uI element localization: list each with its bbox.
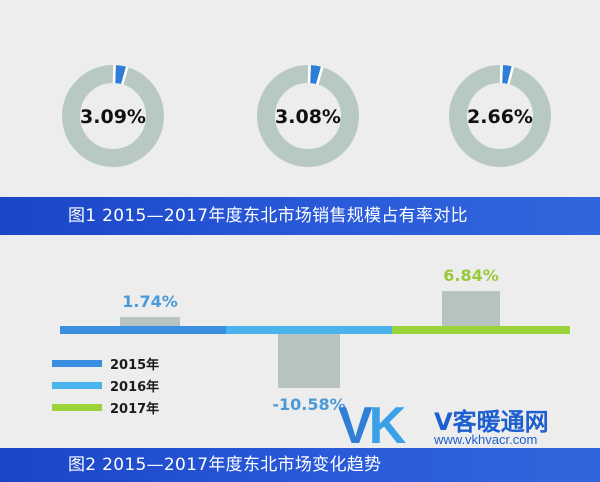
watermark-url: www.vkhvacr.com bbox=[434, 432, 538, 447]
trend-bar-panel: 1.74% -10.58% 6.84% bbox=[0, 238, 600, 450]
legend-label-2015: 2015年 bbox=[110, 357, 160, 373]
legend-item-2015: 2015年 bbox=[52, 352, 159, 374]
legend-item-2017: 2017年 bbox=[52, 396, 159, 418]
watermark-vk-logo: VK bbox=[338, 397, 406, 455]
legend-swatch-2016 bbox=[52, 381, 102, 389]
bar-2017年 bbox=[442, 291, 500, 326]
legend-label-2017: 2017年 bbox=[110, 401, 160, 417]
donut-gap bbox=[112, 64, 116, 84]
donut-gap bbox=[499, 64, 503, 84]
donut-value-label: 3.08% bbox=[275, 106, 341, 128]
legend-swatch-2017 bbox=[52, 403, 102, 411]
legend: 2015年 2016年 2017年 bbox=[52, 352, 159, 418]
donut-value-label: 3.09% bbox=[80, 106, 146, 128]
figure2-caption: 图2 2015—2017年度东北市场变化趋势 bbox=[0, 448, 600, 482]
share-donut-panel: 3.09% 3.08% 2.66% bbox=[0, 0, 600, 196]
watermark-site-name: V客暖通网 bbox=[434, 408, 549, 436]
legend-item-2016: 2016年 bbox=[52, 374, 159, 396]
donut-value-label: 2.66% bbox=[467, 106, 533, 128]
watermark-logo: VK V客暖通网 www.vkhvacr.com bbox=[338, 397, 600, 455]
legend-label-2016: 2016年 bbox=[110, 379, 160, 395]
bar-value-label-2017年: 6.84% bbox=[443, 266, 499, 285]
baseline-segment-2017年 bbox=[392, 326, 570, 334]
donut-track bbox=[449, 65, 551, 167]
trend-bar-chart: 1.74% -10.58% 6.84% bbox=[60, 266, 570, 414]
donut-1: 3.09% bbox=[62, 64, 164, 167]
figure1-caption: 图1 2015—2017年度东北市场销售规模占有率对比 bbox=[0, 197, 600, 235]
bar-2016年 bbox=[278, 334, 340, 388]
bar-2015年 bbox=[120, 317, 180, 326]
donut-share-slice bbox=[309, 65, 321, 85]
donut-share-slice bbox=[501, 65, 512, 84]
donut-2: 3.08% bbox=[257, 64, 359, 167]
share-donut-chart: 3.09% 3.08% 2.66% bbox=[62, 64, 551, 167]
donut-gap bbox=[307, 64, 311, 84]
donut-gap bbox=[316, 66, 324, 85]
legend-swatch-2015 bbox=[52, 359, 102, 367]
bar-value-label-2015年: 1.74% bbox=[122, 292, 178, 311]
donut-gap bbox=[507, 66, 515, 85]
donut-share-slice bbox=[114, 65, 126, 85]
donut-3: 2.66% bbox=[449, 64, 551, 167]
donut-track bbox=[257, 65, 359, 167]
baseline-segment-2015年 bbox=[60, 326, 226, 334]
baseline-segment-2016年 bbox=[226, 326, 392, 334]
bar-value-label-2016年: -10.58% bbox=[272, 395, 345, 414]
donut-track bbox=[62, 65, 164, 167]
donut-gap bbox=[121, 66, 129, 85]
